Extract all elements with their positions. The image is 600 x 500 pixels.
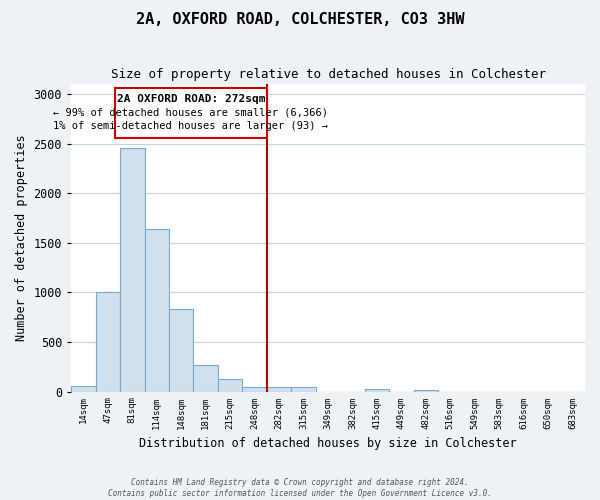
- Bar: [193, 365, 218, 392]
- Title: Size of property relative to detached houses in Colchester: Size of property relative to detached ho…: [110, 68, 545, 80]
- Bar: [169, 310, 193, 392]
- Bar: [267, 386, 292, 392]
- Text: Contains HM Land Registry data © Crown copyright and database right 2024.
Contai: Contains HM Land Registry data © Crown c…: [108, 478, 492, 498]
- Bar: [120, 148, 145, 392]
- Bar: [218, 378, 242, 392]
- Bar: [95, 292, 120, 392]
- Bar: [413, 390, 438, 392]
- Y-axis label: Number of detached properties: Number of detached properties: [15, 134, 28, 342]
- Bar: [71, 386, 95, 392]
- Text: 2A OXFORD ROAD: 272sqm: 2A OXFORD ROAD: 272sqm: [117, 94, 265, 104]
- Bar: [365, 389, 389, 392]
- FancyBboxPatch shape: [115, 88, 267, 138]
- X-axis label: Distribution of detached houses by size in Colchester: Distribution of detached houses by size …: [139, 437, 517, 450]
- Bar: [145, 229, 169, 392]
- Bar: [292, 386, 316, 392]
- Text: 1% of semi-detached houses are larger (93) →: 1% of semi-detached houses are larger (9…: [53, 121, 328, 131]
- Text: ← 99% of detached houses are smaller (6,366): ← 99% of detached houses are smaller (6,…: [53, 107, 328, 117]
- Bar: [242, 386, 267, 392]
- Text: 2A, OXFORD ROAD, COLCHESTER, CO3 3HW: 2A, OXFORD ROAD, COLCHESTER, CO3 3HW: [136, 12, 464, 28]
